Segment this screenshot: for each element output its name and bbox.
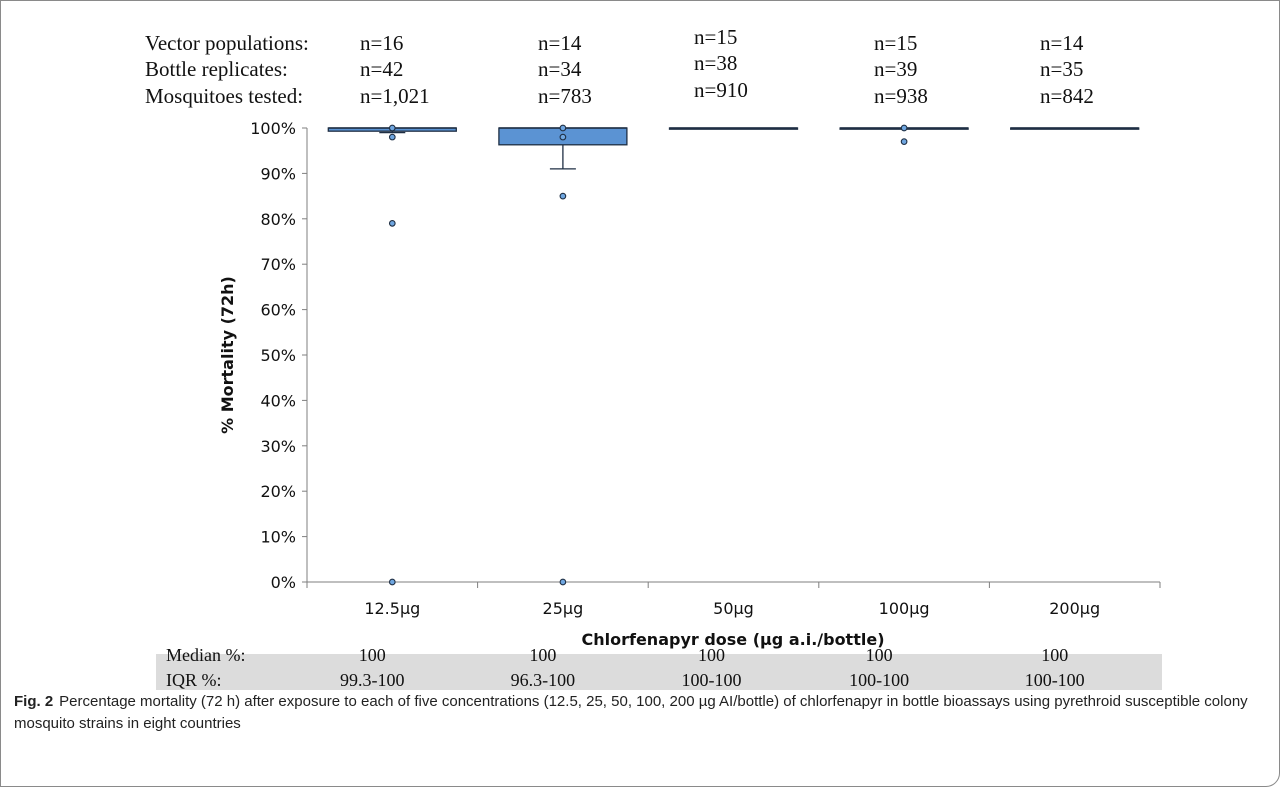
box-4 bbox=[1010, 127, 1140, 130]
y-tick-label: 50% bbox=[260, 346, 296, 365]
summary-row-value: 100-100 bbox=[682, 670, 742, 690]
x-tick-label: 200µg bbox=[1049, 599, 1100, 618]
caption-text: Percentage mortality (72 h) after exposu… bbox=[14, 693, 1248, 732]
header-row-value: n=16 bbox=[360, 31, 403, 55]
box-0 bbox=[327, 124, 457, 586]
y-tick-label: 20% bbox=[260, 482, 296, 501]
box-plot-chart: Vector populations: n=16 n=14 n=15 n=15 n=14 B… bbox=[145, 25, 1162, 690]
outlier-point bbox=[559, 124, 567, 132]
y-axis-title: % Mortality (72h) bbox=[218, 276, 237, 434]
y-tick-label: 80% bbox=[260, 210, 296, 229]
header-row-value: n=15 bbox=[874, 31, 917, 55]
y-tick-label: 40% bbox=[260, 391, 296, 410]
y-tick-label: 100% bbox=[250, 119, 296, 138]
header-row-value: n=910 bbox=[694, 78, 748, 102]
y-tick-label: 10% bbox=[260, 528, 296, 547]
outlier-point bbox=[388, 219, 396, 227]
summary-row-value: 100 bbox=[866, 645, 893, 665]
header-row-value: n=14 bbox=[538, 31, 582, 55]
summary-table-band bbox=[156, 654, 1162, 690]
y-tick-label: 90% bbox=[260, 164, 296, 183]
header-row-value: n=38 bbox=[694, 51, 737, 75]
summary-row-value: 100-100 bbox=[1025, 670, 1085, 690]
box-3 bbox=[839, 124, 969, 145]
header-row-value: n=1,021 bbox=[360, 84, 430, 108]
header-row-label: Mosquitoes tested: bbox=[145, 84, 303, 108]
header-row-value: n=938 bbox=[874, 84, 928, 108]
summary-row-value: 100 bbox=[1041, 645, 1068, 665]
header-row-value: n=783 bbox=[538, 84, 592, 108]
summary-row-value: 100 bbox=[529, 645, 556, 665]
summary-table: Median %: 100 100 100 100 100 IQR %: 99.3-100 96… bbox=[166, 645, 1085, 690]
header-row-value: n=39 bbox=[874, 57, 917, 81]
box-series bbox=[327, 124, 1140, 586]
x-axis: 12.5µg 25µg 50µg 100µg 200µg bbox=[306, 581, 1161, 618]
summary-row-value: 99.3-100 bbox=[340, 670, 405, 690]
header-row-value: n=34 bbox=[538, 57, 582, 81]
header-row-value: n=842 bbox=[1040, 84, 1094, 108]
outlier-point bbox=[559, 578, 567, 586]
header-row-value: n=15 bbox=[694, 25, 737, 49]
caption-label: Fig. 2 bbox=[14, 693, 54, 710]
summary-row-value: 96.3-100 bbox=[511, 670, 576, 690]
outlier-point bbox=[900, 138, 908, 145]
outlier-point bbox=[559, 133, 567, 141]
x-tick-label: 25µg bbox=[543, 599, 584, 618]
y-axis: 0% 10% 20% 30% 40% 50% 60% 70% 80% 90% 100% bbox=[250, 119, 308, 592]
header-row-label: Bottle replicates: bbox=[145, 57, 288, 81]
header-row-value: n=42 bbox=[360, 57, 403, 81]
header-row-label: Vector populations: bbox=[145, 31, 309, 55]
summary-row-label: Median %: bbox=[166, 645, 245, 665]
y-tick-label: 30% bbox=[260, 437, 296, 456]
y-tick-label: 70% bbox=[260, 255, 296, 274]
y-tick-label: 60% bbox=[260, 301, 296, 320]
outlier-point bbox=[388, 578, 396, 586]
summary-row-value: 100 bbox=[359, 645, 386, 665]
summary-row-label: IQR %: bbox=[166, 670, 222, 690]
summary-row-value: 100 bbox=[698, 645, 725, 665]
box-1 bbox=[498, 124, 628, 586]
x-tick-label: 12.5µg bbox=[364, 599, 420, 618]
summary-row-value: 100-100 bbox=[849, 670, 909, 690]
y-tick-label: 0% bbox=[271, 573, 296, 592]
x-tick-label: 100µg bbox=[879, 599, 930, 618]
outlier-point bbox=[559, 192, 567, 200]
outlier-point bbox=[388, 124, 396, 132]
outlier-point bbox=[388, 133, 396, 141]
x-tick-label: 50µg bbox=[713, 599, 754, 618]
sample-size-table: Vector populations: n=16 n=14 n=15 n=15 n=14 B… bbox=[145, 25, 1094, 108]
figure-caption: Fig. 2 Percentage mortality (72 h) after … bbox=[14, 691, 1264, 735]
x-axis-title: Chlorfenapyr dose (µg a.i./bottle) bbox=[581, 630, 884, 649]
header-row-value: n=14 bbox=[1040, 31, 1084, 55]
outlier-point bbox=[900, 124, 908, 132]
box-2 bbox=[668, 127, 799, 130]
header-row-value: n=35 bbox=[1040, 57, 1083, 81]
